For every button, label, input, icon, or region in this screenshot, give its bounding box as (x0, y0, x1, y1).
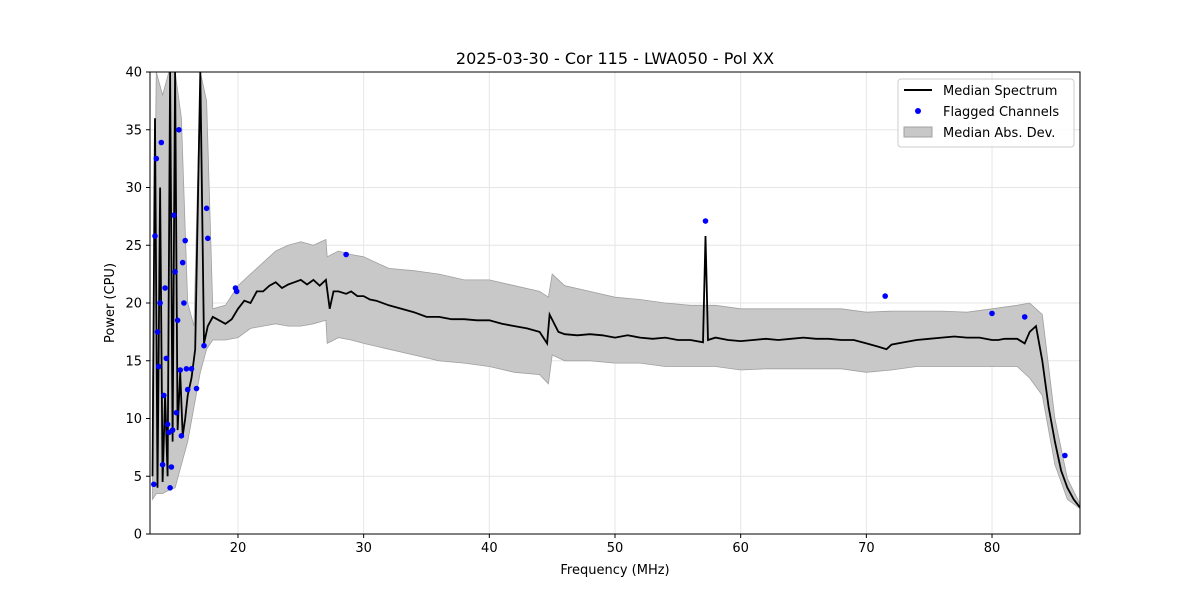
x-tick-label: 20 (230, 541, 247, 556)
flagged-channel-point (882, 293, 888, 299)
flagged-channels-points (151, 127, 1068, 491)
legend-flagged-label: Flagged Channels (943, 105, 1059, 120)
legend-box (897, 78, 1075, 148)
flagged-channel-point (179, 259, 186, 266)
flagged-channel-point (154, 329, 161, 335)
flagged-channel-point (162, 285, 168, 291)
x-tick-label: 60 (732, 541, 749, 556)
legend-median-label: Median Spectrum (943, 84, 1057, 99)
y-tick-label: 10 (125, 412, 142, 427)
flagged-channel-point (233, 288, 240, 295)
flagged-channel-point (163, 355, 170, 362)
flagged-channel-point (153, 155, 160, 162)
flagged-channel-point (168, 464, 175, 470)
flagged-channel-point (176, 127, 182, 133)
flagged-channel-point (151, 481, 157, 488)
y-tick-label: 25 (125, 239, 142, 254)
flagged-channel-point (169, 427, 176, 433)
flagged-channel-point (205, 235, 211, 242)
x-tick-label: 50 (607, 541, 624, 556)
y-tick-label: 35 (125, 123, 142, 138)
flagged-channel-point (172, 269, 178, 275)
x-axis-ticks: 20 30 40 50 60 70 80 (230, 534, 1001, 556)
legend: Median Spectrum Flagged Channels Median … (897, 78, 1075, 148)
y-axis-label: Power (CPU) (103, 263, 118, 343)
flagged-channel-point (152, 233, 158, 239)
flagged-channel-point (182, 237, 188, 244)
flagged-channel-point (188, 366, 195, 372)
flagged-channel-point (1021, 314, 1028, 320)
y-tick-label: 40 (125, 66, 142, 81)
flagged-channel-point (203, 205, 210, 212)
flagged-channel-point (161, 392, 167, 399)
flagged-channel-point (173, 409, 180, 416)
flagged-channel-point (177, 367, 183, 373)
x-tick-label: 70 (858, 541, 875, 556)
x-tick-label: 30 (355, 541, 372, 556)
y-tick-label: 0 (134, 528, 142, 543)
median-spectrum-line (151, 72, 1080, 508)
flagged-channel-point (156, 363, 162, 370)
x-axis-label: Frequency (MHz) (560, 563, 669, 578)
flagged-channel-point (183, 366, 190, 372)
median-abs-dev-band (152, 72, 1080, 510)
flagged-channel-point (174, 317, 181, 324)
flagged-channel-point (157, 300, 163, 306)
flagged-channel-point (989, 310, 995, 317)
legend-mad-swatch (903, 126, 933, 138)
flagged-channel-point (184, 386, 191, 393)
flagged-channel-point (164, 421, 171, 428)
plot-area (151, 72, 1080, 510)
y-tick-label: 20 (125, 297, 142, 312)
y-tick-label: 5 (134, 470, 142, 485)
y-tick-label: 15 (125, 354, 142, 369)
legend-mad-label: Median Abs. Dev. (943, 126, 1055, 141)
flagged-channel-point (159, 461, 166, 468)
flagged-channel-point (1062, 452, 1068, 459)
chart-title: 2025-03-30 - Cor 115 - LWA050 - Pol XX (456, 49, 774, 68)
flagged-channel-point (167, 485, 173, 491)
flagged-channel-point (178, 433, 185, 439)
y-tick-label: 30 (125, 181, 142, 196)
x-tick-label: 40 (481, 541, 498, 556)
legend-flagged-swatch (915, 108, 921, 114)
flagged-channel-point (171, 212, 177, 218)
flagged-channel-point (181, 300, 187, 306)
x-tick-label: 80 (984, 541, 1001, 556)
flagged-channel-point (158, 139, 165, 146)
flagged-channel-point (201, 342, 207, 349)
y-axis-ticks: 0 5 10 15 20 25 30 35 40 (125, 66, 150, 543)
flagged-channel-point (702, 218, 709, 224)
flagged-channel-point (343, 251, 349, 258)
flagged-channel-point (193, 385, 200, 392)
